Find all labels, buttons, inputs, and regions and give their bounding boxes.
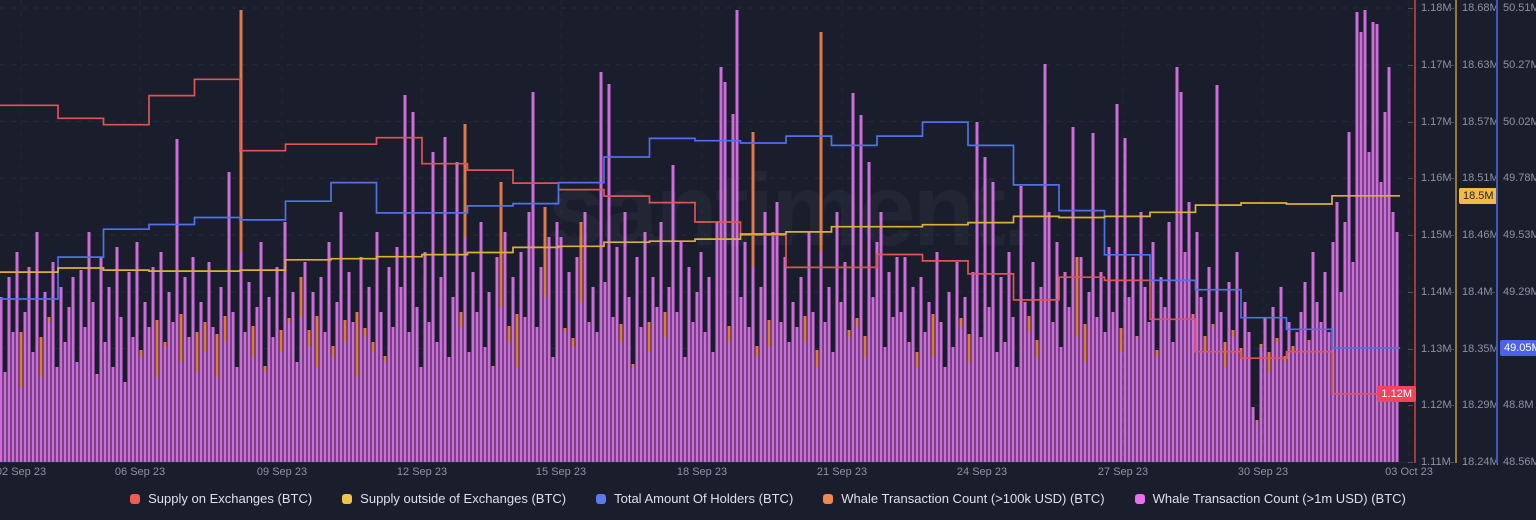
chart-canvas[interactable] (0, 0, 1410, 464)
plot-area[interactable]: santiment. (0, 0, 1410, 464)
tick-mark (1490, 292, 1495, 293)
legend-swatch-icon (1134, 493, 1145, 504)
x-tick-label: 21 Sep 23 (816, 466, 868, 478)
tick-mark (1490, 349, 1495, 350)
y-tick-label: 18.63M (1462, 59, 1499, 71)
tick-mark (1408, 65, 1413, 66)
x-tick-label: 12 Sep 23 (396, 466, 448, 478)
tick-mark (1408, 235, 1413, 236)
tick-mark (1490, 405, 1495, 406)
tick-mark (1408, 405, 1413, 406)
y-tick-label: 49.29M (1503, 286, 1536, 298)
x-axis-baseline (0, 462, 1410, 463)
tick-mark (1449, 462, 1454, 463)
x-tick-label: 06 Sep 23 (114, 466, 166, 478)
y-tick-label: 1.13M (1421, 343, 1452, 355)
y-tick-label: 18.68M (1462, 2, 1499, 14)
y-tick-label: 1.17M (1421, 59, 1452, 71)
legend-swatch-icon (342, 493, 353, 504)
tick-mark (1490, 178, 1495, 179)
tick-mark (1490, 462, 1495, 463)
legend-item[interactable]: Supply outside of Exchanges (BTC) (342, 491, 566, 506)
tick-mark (1490, 235, 1495, 236)
line-series-red (0, 78, 1400, 395)
legend-label: Whale Transaction Count (>100k USD) (BTC… (841, 491, 1105, 506)
y-axis-line-red (1414, 0, 1416, 463)
legend-item[interactable]: Whale Transaction Count (>100k USD) (BTC… (823, 491, 1105, 506)
x-tick-label: 27 Sep 23 (1097, 466, 1149, 478)
y-tick-label: 1.15M (1421, 229, 1452, 241)
legend-item[interactable]: Total Amount Of Holders (BTC) (596, 491, 793, 506)
tick-mark (1408, 8, 1413, 9)
bar-series-whale-100k (0, 10, 1399, 462)
last-value-badge-yellow: 18.5M (1459, 188, 1498, 204)
tick-mark (1449, 65, 1454, 66)
legend-label: Total Amount Of Holders (BTC) (614, 491, 794, 506)
x-tick-label: 18 Sep 23 (676, 466, 728, 478)
y-tick-label: 1.11M (1421, 456, 1451, 468)
tick-mark (1408, 349, 1413, 350)
y-tick-label: 1.18M (1421, 2, 1452, 14)
y-tick-label: 18.46M (1462, 229, 1499, 241)
x-tick-label: 24 Sep 23 (956, 466, 1008, 478)
legend-label: Whale Transaction Count (>1m USD) (BTC) (1152, 491, 1406, 506)
x-tick-label: 02 Sep 23 (0, 466, 47, 478)
y-tick-label: 18.51M (1462, 172, 1499, 184)
y-tick-label: 1.16M (1421, 172, 1452, 184)
x-tick-label: 09 Sep 23 (256, 466, 308, 478)
tick-mark (1408, 292, 1413, 293)
bar-series-whale-1m (0, 10, 1399, 462)
legend: Supply on Exchanges (BTC) Supply outside … (0, 491, 1536, 506)
tick-mark (1449, 405, 1454, 406)
line-series-blue (0, 121, 1400, 349)
legend-item[interactable]: Whale Transaction Count (>1m USD) (BTC) (1134, 491, 1406, 506)
tick-mark (1408, 462, 1413, 463)
y-axis-line-blue (1496, 0, 1498, 463)
tick-mark (1490, 122, 1495, 123)
x-tick-label: 30 Sep 23 (1237, 466, 1289, 478)
tick-mark (1490, 8, 1495, 9)
tick-mark (1449, 178, 1454, 179)
x-tick-label: 15 Sep 23 (535, 466, 587, 478)
tick-mark (1449, 349, 1454, 350)
legend-label: Supply on Exchanges (BTC) (148, 491, 313, 506)
legend-item[interactable]: Supply on Exchanges (BTC) (130, 491, 312, 506)
last-value-badge-red: 1.12M (1377, 386, 1416, 402)
y-tick-label: 18.35M (1462, 343, 1499, 355)
y-tick-label: 48.56M (1503, 456, 1536, 468)
y-tick-label: 50.27M (1503, 59, 1536, 71)
y-tick-label: 1.14M (1421, 286, 1452, 298)
legend-swatch-icon (596, 493, 607, 504)
y-axis-line-yellow (1455, 0, 1457, 463)
tick-mark (1449, 292, 1454, 293)
tick-mark (1449, 8, 1454, 9)
y-tick-label: 1.12M (1421, 399, 1452, 411)
y-tick-label: 18.29M (1462, 399, 1499, 411)
y-tick-label: 50.51M (1503, 2, 1536, 14)
y-tick-label: 50.02M (1503, 116, 1536, 128)
y-tick-label: 1.17M (1421, 116, 1452, 128)
tick-mark (1408, 178, 1413, 179)
last-value-badge-blue: 49.05M (1500, 340, 1536, 356)
y-tick-label: 18.57M (1462, 116, 1499, 128)
y-tick-label: 48.8M (1503, 399, 1534, 411)
legend-swatch-icon (130, 493, 141, 504)
tick-mark (1408, 122, 1413, 123)
legend-label: Supply outside of Exchanges (BTC) (360, 491, 567, 506)
y-tick-label: 18.24M (1462, 456, 1499, 468)
y-tick-label: 49.53M (1503, 229, 1536, 241)
y-tick-label: 49.78M (1503, 172, 1536, 184)
tick-mark (1490, 65, 1495, 66)
line-series-yellow (0, 194, 1400, 273)
tick-mark (1449, 235, 1454, 236)
y-tick-label: 18.4M (1462, 286, 1493, 298)
vertical-gridlines (20, 0, 1410, 463)
x-tick-label: 03 Oct 23 (1385, 466, 1433, 478)
tick-mark (1449, 122, 1454, 123)
legend-swatch-icon (823, 493, 834, 504)
